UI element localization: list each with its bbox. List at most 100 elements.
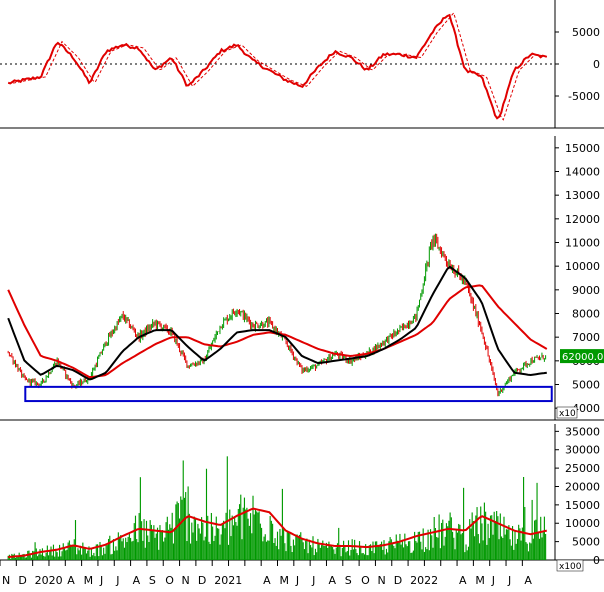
volume-bar bbox=[505, 529, 508, 560]
volume-bar bbox=[437, 537, 439, 560]
volume-bar bbox=[340, 556, 342, 560]
volume-bar bbox=[503, 516, 505, 560]
volume-bar bbox=[436, 536, 438, 560]
volume-bar bbox=[24, 557, 26, 560]
volume-bar bbox=[172, 543, 175, 560]
volume-bar bbox=[287, 532, 290, 560]
volume-bar bbox=[393, 545, 395, 560]
volume-bar bbox=[296, 534, 298, 560]
volume-bar bbox=[78, 550, 80, 560]
volume-bar bbox=[330, 545, 332, 560]
volume-bar bbox=[420, 541, 422, 560]
volume-bar bbox=[507, 529, 509, 560]
volume-bar bbox=[289, 532, 291, 560]
volume-bar bbox=[530, 543, 532, 560]
volume-bar bbox=[389, 537, 391, 560]
volume-bar bbox=[309, 545, 312, 560]
price-tick-label: 12000 bbox=[565, 213, 600, 226]
volume-bar bbox=[467, 546, 470, 560]
volume-bar bbox=[412, 550, 414, 560]
volume-bar bbox=[25, 557, 28, 560]
volume-bar bbox=[306, 538, 308, 560]
volume-bar bbox=[59, 544, 61, 560]
volume-bar bbox=[87, 550, 89, 560]
volume-bar bbox=[41, 548, 44, 560]
x-tick-label: J bbox=[507, 574, 511, 587]
volume-bar bbox=[165, 522, 167, 560]
x-axis: N D 2020 A M J J A S O N D 2021 A M J J A S O N D 2022 A M J J A bbox=[0, 560, 532, 587]
volume-bar bbox=[465, 544, 467, 560]
volume-bar bbox=[483, 502, 485, 560]
volume-bar bbox=[286, 530, 288, 560]
volume-bar bbox=[123, 547, 126, 560]
volume-bar bbox=[438, 514, 440, 560]
volume-bar bbox=[216, 528, 219, 560]
x-tick-label: A bbox=[524, 574, 532, 587]
volume-bar bbox=[201, 517, 203, 560]
volume-bar bbox=[496, 511, 498, 560]
volume-bar bbox=[431, 535, 433, 560]
volume-bar bbox=[345, 552, 347, 560]
volume-panel: 35000 30000 25000 20000 15000 10000 5000 0 x100 bbox=[0, 424, 604, 572]
volume-bar bbox=[174, 528, 176, 560]
volume-bar bbox=[94, 556, 96, 560]
volume-bar bbox=[275, 545, 277, 560]
volume-bar bbox=[531, 499, 533, 560]
volume-bar bbox=[196, 540, 198, 560]
volume-bar bbox=[516, 538, 519, 560]
volume-bar bbox=[214, 535, 216, 560]
volume-bar bbox=[485, 511, 487, 560]
price-tick-label: 9000 bbox=[572, 284, 600, 297]
volume-bar bbox=[357, 555, 359, 560]
volume-bar bbox=[112, 539, 115, 560]
volume-bar bbox=[19, 555, 21, 560]
x-tick-label: 2022 bbox=[410, 574, 438, 587]
volume-bar bbox=[265, 541, 268, 560]
volume-bar bbox=[300, 532, 302, 560]
x-tick-label: M bbox=[84, 574, 94, 587]
volume-bar bbox=[150, 524, 152, 560]
volume-bar bbox=[383, 540, 385, 560]
volume-bar bbox=[355, 549, 357, 560]
volume-bar bbox=[225, 512, 227, 560]
volume-bar bbox=[519, 528, 521, 560]
volume-bar bbox=[70, 544, 72, 560]
volume-bar bbox=[371, 550, 373, 560]
volume-bar bbox=[30, 557, 32, 560]
volume-bar bbox=[85, 553, 88, 560]
volume-bar bbox=[416, 542, 418, 560]
x-tick-label: J bbox=[99, 574, 103, 587]
volume-bar bbox=[297, 537, 299, 560]
x-tick-label: J bbox=[311, 574, 315, 587]
volume-bar bbox=[494, 520, 496, 560]
x-tick-label: O bbox=[165, 574, 174, 587]
volume-bar bbox=[65, 550, 67, 560]
volume-bar bbox=[535, 519, 537, 560]
volume-bar bbox=[466, 550, 468, 560]
volume-bar bbox=[203, 540, 205, 560]
volume-bar bbox=[350, 549, 352, 560]
volume-bar bbox=[456, 532, 459, 560]
volume-bar bbox=[34, 542, 36, 560]
volume-tick-label: 20000 bbox=[565, 480, 600, 493]
volume-bar bbox=[459, 524, 461, 560]
volume-bar bbox=[132, 540, 134, 560]
volume-bar bbox=[166, 516, 168, 560]
volume-bar bbox=[29, 554, 31, 560]
volume-bar bbox=[344, 545, 346, 560]
volume-bar bbox=[22, 554, 24, 560]
volume-bar bbox=[498, 539, 500, 560]
volume-bar bbox=[499, 513, 501, 560]
volume-bar bbox=[232, 525, 234, 560]
volume-bar bbox=[461, 532, 463, 560]
volume-bar bbox=[358, 541, 361, 560]
volume-bar bbox=[130, 537, 132, 560]
volume-bar bbox=[421, 549, 423, 560]
volume-multiplier-box bbox=[556, 559, 584, 572]
volume-bar bbox=[122, 538, 124, 560]
volume-tick-label: 35000 bbox=[565, 425, 600, 438]
volume-bar bbox=[308, 539, 310, 560]
volume-bar bbox=[21, 555, 23, 560]
volume-bar bbox=[280, 535, 282, 560]
volume-bar bbox=[154, 537, 156, 560]
